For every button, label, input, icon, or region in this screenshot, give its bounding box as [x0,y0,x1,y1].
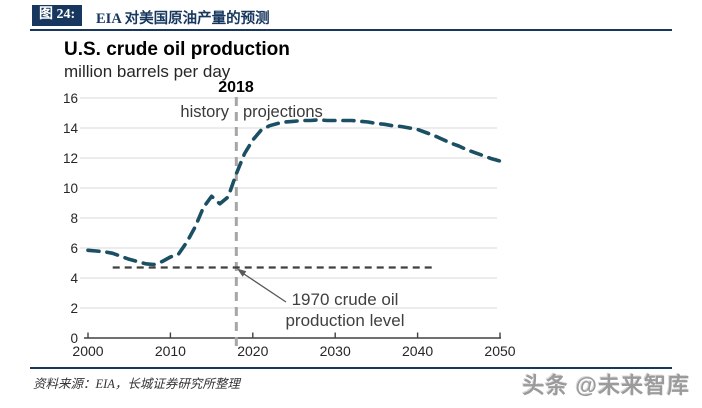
annotation-arrow-line [243,273,287,303]
header-divider [30,29,672,31]
production-curve [86,118,502,267]
annotation-1970-level: 1970 crude oil production level [255,289,435,331]
projections-region-label: projections [243,103,323,121]
chart-subtitle: million barrels per day [64,62,231,81]
x-tick-label: 2030 [320,343,351,359]
y-tick-label: 12 [63,151,78,166]
y-tick-label: 0 [70,331,78,346]
chart-title: U.S. crude oil production [64,39,290,60]
y-tick-label: 14 [63,121,79,136]
figure-title: EIA 对美国原油产量的预测 [96,11,270,27]
figure-number-tag: 图 24: [32,5,83,26]
y-tick-label: 4 [70,271,78,286]
y-tick-label: 8 [70,211,78,226]
x-tick-label: 2050 [484,343,515,359]
x-tick-label: 2010 [155,343,186,359]
y-tick-label: 2 [70,301,78,316]
history-region-label: history [180,103,229,121]
x-tick-label: 2000 [72,343,103,359]
y-tick-label: 16 [63,91,78,106]
annotation-line2: production level [285,311,405,330]
y-tick-label: 10 [63,181,78,196]
annotation-arrow-head [237,268,247,277]
watermark-label: 头条 @未来智库 [522,373,690,398]
source-note: 资料来源：EIA，长城证券研究所整理 [33,377,240,391]
annotation-line1: 1970 crude oil [291,290,399,309]
divider-year-label: 2018 [218,79,254,96]
footer-divider [30,367,672,369]
x-tick-label: 2040 [402,343,433,359]
x-tick-label: 2020 [237,343,268,359]
y-tick-label: 6 [70,241,78,256]
